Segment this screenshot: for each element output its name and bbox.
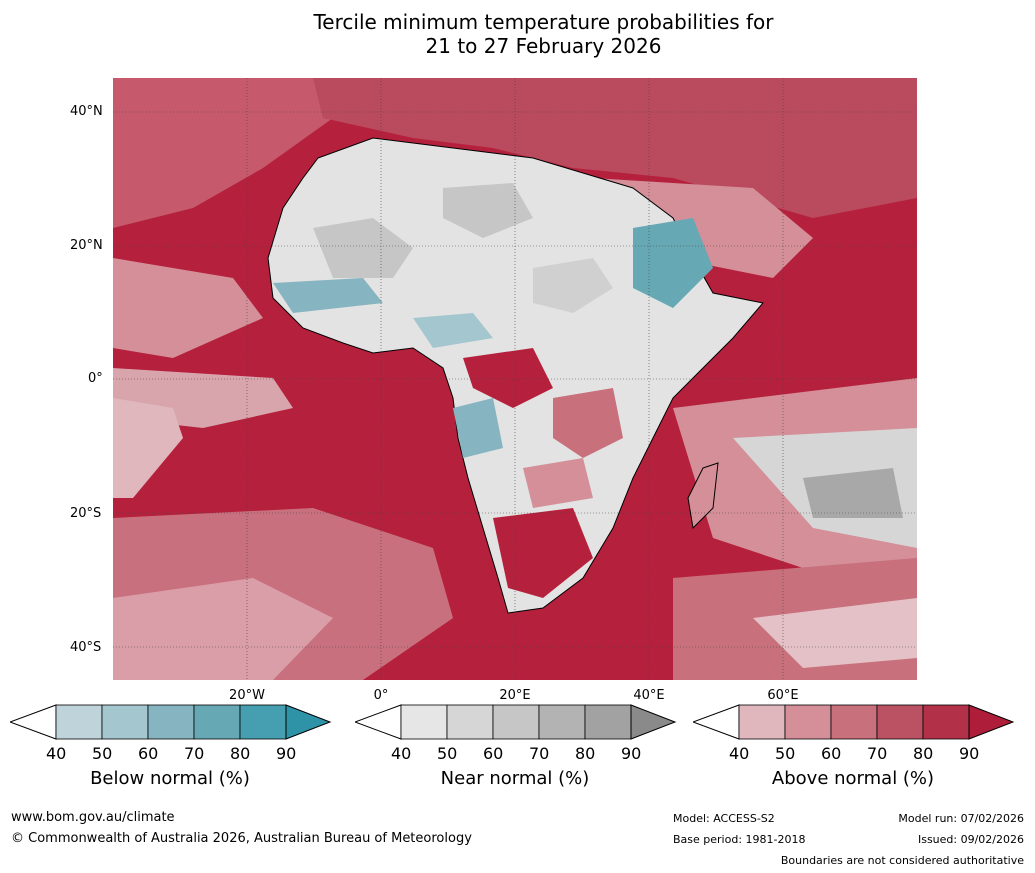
colorbar-below-tick-60: 60 <box>138 744 159 763</box>
lat-label-0: 0° <box>88 371 103 386</box>
region-above-zambia <box>523 458 593 508</box>
lon-label-20w: 20°W <box>229 688 265 703</box>
colorbar-above-tick-60: 60 <box>821 744 842 763</box>
colorbar-near-max-arrow <box>630 704 677 740</box>
colorbar-near-70 <box>538 704 586 740</box>
footer-website-link[interactable]: www.bom.gov.au/climate <box>11 810 175 825</box>
colorbar-below-tick-40: 40 <box>46 744 67 763</box>
region-above-70 <box>113 78 333 228</box>
region-below-angola <box>453 398 503 458</box>
region-above-40-sw <box>113 578 333 680</box>
region-above-40-se <box>753 598 917 668</box>
colorbar-near-tick-80: 80 <box>575 744 596 763</box>
colorbar-above <box>693 704 1015 740</box>
colorbar-near-tick-70: 70 <box>529 744 550 763</box>
colorbar-below-min-arrow <box>10 704 57 740</box>
colorbar-near-tick-50: 50 <box>437 744 458 763</box>
lon-label-40e: 40°E <box>633 688 665 703</box>
madagascar <box>687 462 719 530</box>
colorbar-below-label: Below normal (%) <box>90 768 250 789</box>
region-near-sudan <box>533 258 613 313</box>
colorbar-near-40 <box>400 704 448 740</box>
lat-label-40s: 40°S <box>70 640 102 655</box>
colorbar-below-70 <box>193 704 241 740</box>
colorbar-below-tick-80: 80 <box>230 744 251 763</box>
region-below-sahel <box>273 278 383 313</box>
footer-base-period: Base period: 1981-2018 <box>673 833 806 846</box>
colorbar-near-60 <box>492 704 540 740</box>
colorbar-below-60 <box>147 704 195 740</box>
colorbar-near-80 <box>584 704 632 740</box>
colorbar-above-min-arrow <box>693 704 740 740</box>
map-canvas <box>113 78 917 680</box>
colorbar-below-50 <box>101 704 149 740</box>
colorbar-below-40 <box>55 704 103 740</box>
colorbar-above-40 <box>738 704 786 740</box>
colorbar-above-label: Above normal (%) <box>771 768 935 789</box>
region-near-70 <box>803 468 903 518</box>
colorbar-below-tick-50: 50 <box>92 744 113 763</box>
region-above-congo <box>463 348 553 408</box>
region-above-50 <box>113 258 263 358</box>
colorbar-above-50 <box>784 704 832 740</box>
lon-label-20e: 20°E <box>499 688 531 703</box>
footer-model-run: Model run: 07/02/2026 <box>898 812 1024 825</box>
colorbar-below-max-arrow <box>285 704 332 740</box>
footer-model: Model: ACCESS-S2 <box>673 812 775 825</box>
title-line-2: 21 to 27 February 2026 <box>425 34 662 58</box>
lon-label-60e: 60°E <box>767 688 799 703</box>
colorbar-below-tick-70: 70 <box>184 744 205 763</box>
footer-copyright: © Commonwealth of Australia 2026, Austra… <box>11 831 472 846</box>
colorbar-near-tick-90: 90 <box>621 744 642 763</box>
region-above-east <box>553 388 623 458</box>
region-below-ethiopia <box>633 218 713 308</box>
colorbar-above-tick-70: 70 <box>867 744 888 763</box>
map-title: Tercile minimum temperature probabilitie… <box>0 10 1035 58</box>
colorbar-above-tick-40: 40 <box>729 744 750 763</box>
title-line-1: Tercile minimum temperature probabilitie… <box>313 10 774 34</box>
graticule <box>113 78 917 680</box>
colorbar-above-60 <box>830 704 878 740</box>
footer-disclaimer: Boundaries are not considered authoritat… <box>780 854 1024 867</box>
region-europe <box>313 78 917 218</box>
colorbar-near-label: Near normal (%) <box>440 768 590 789</box>
colorbar-above-tick-80: 80 <box>913 744 934 763</box>
lat-label-20n: 20°N <box>70 238 103 253</box>
colorbar-above-tick-50: 50 <box>775 744 796 763</box>
region-above-40-west <box>113 398 183 498</box>
footer-issued: Issued: 09/02/2026 <box>917 833 1024 846</box>
colorbar-below-80 <box>239 704 287 740</box>
colorbar-near-min-arrow <box>355 704 402 740</box>
colorbar-above-70 <box>876 704 924 740</box>
colorbar-above-max-arrow <box>968 704 1015 740</box>
lon-label-0: 0° <box>373 688 389 703</box>
colorbar-near-50 <box>446 704 494 740</box>
region-above-south-africa <box>493 508 593 598</box>
region-near-sahara-west <box>313 218 413 278</box>
region-near-sahara-central <box>443 183 533 238</box>
colorbar-above-80 <box>922 704 970 740</box>
colorbar-near-tick-40: 40 <box>391 744 412 763</box>
region-below-central <box>413 313 493 348</box>
colorbar-near <box>355 704 677 740</box>
lat-label-20s: 20°S <box>70 506 102 521</box>
colorbar-near-tick-60: 60 <box>483 744 504 763</box>
probability-map <box>113 78 917 680</box>
colorbar-below-tick-90: 90 <box>276 744 297 763</box>
colorbar-below <box>10 704 332 740</box>
lat-label-40n: 40°N <box>70 104 103 119</box>
colorbar-above-tick-90: 90 <box>959 744 980 763</box>
